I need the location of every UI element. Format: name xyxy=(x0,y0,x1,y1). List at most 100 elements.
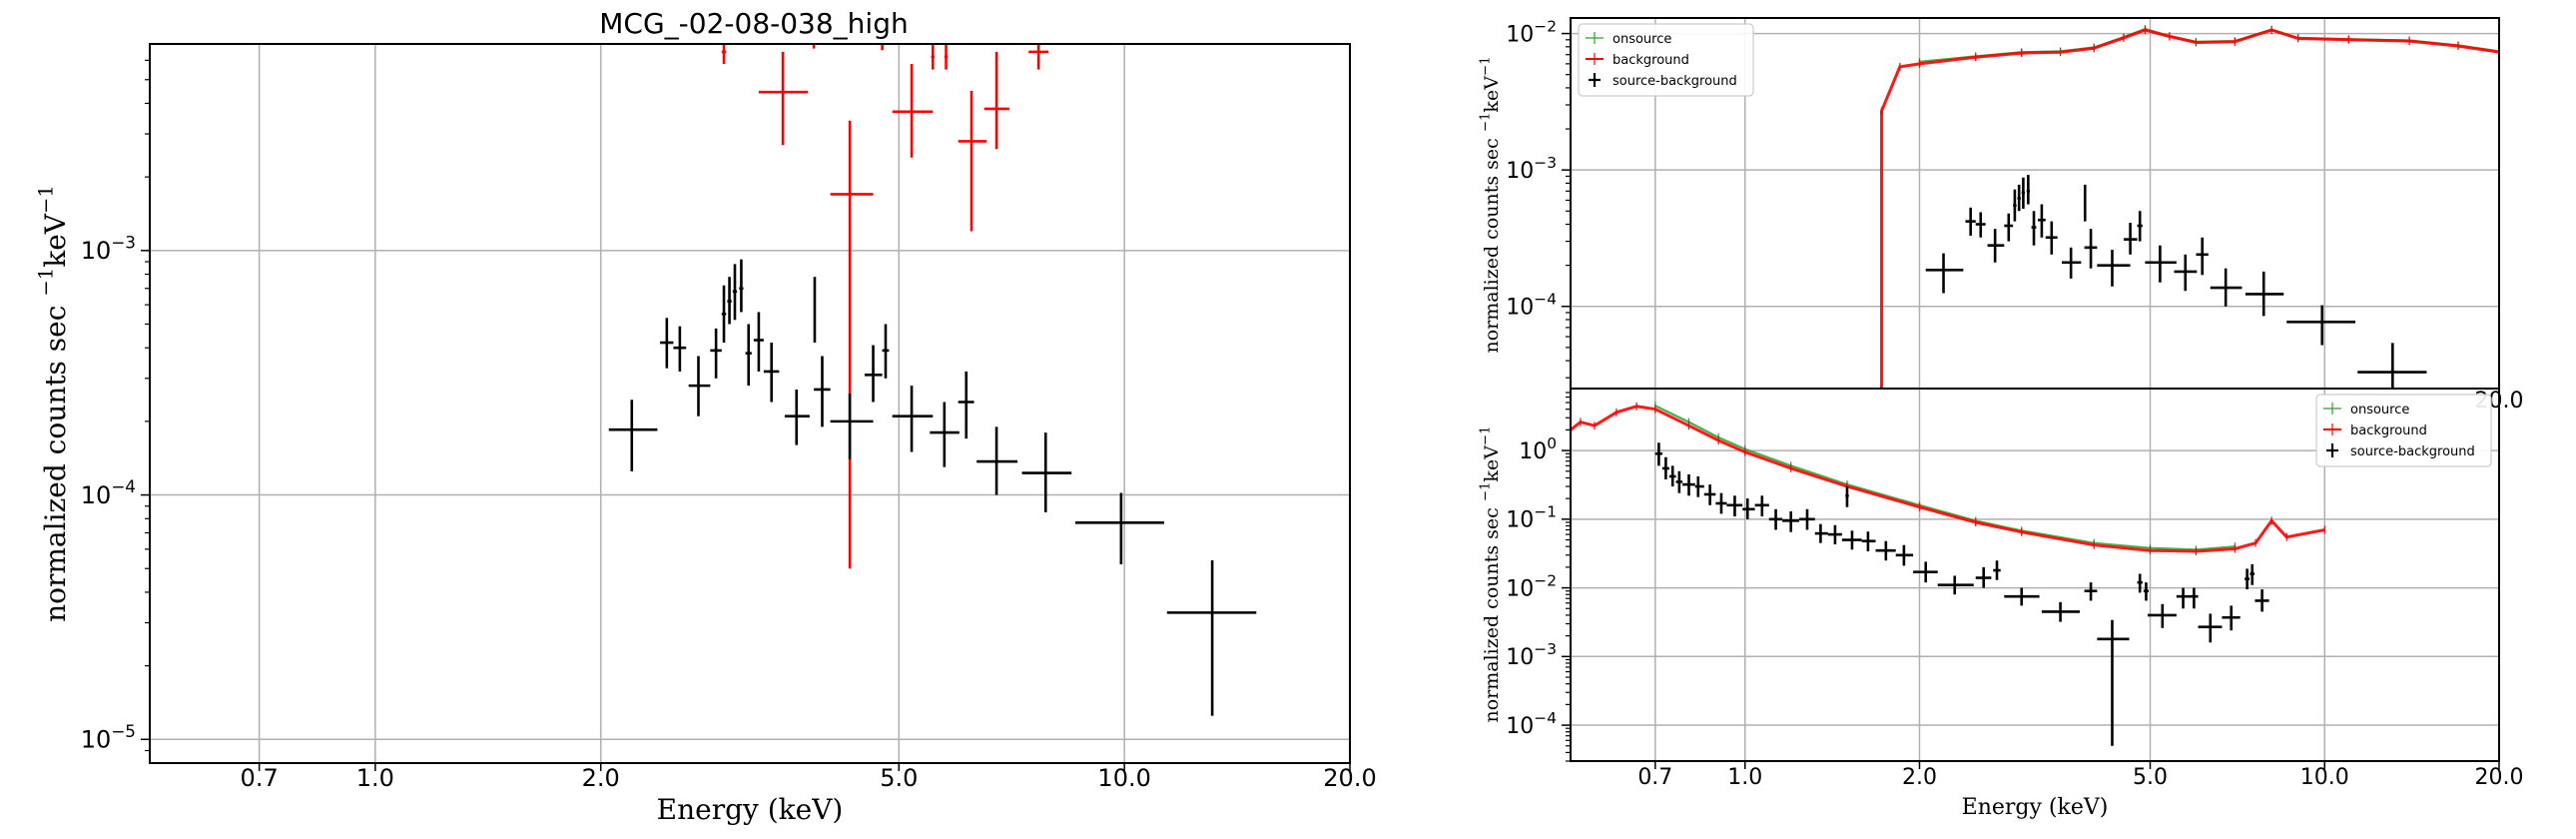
y-tick-label: 10−4 xyxy=(81,476,136,509)
data-point xyxy=(2147,603,2177,628)
data-point xyxy=(2250,564,2255,585)
data-point xyxy=(2097,250,2131,287)
series-source-background xyxy=(1925,175,2427,389)
legend-item: source-background xyxy=(2326,443,2475,459)
series-onsource xyxy=(1654,402,2236,554)
data-point xyxy=(1925,253,1964,294)
data-point xyxy=(1827,524,1842,545)
data-point xyxy=(1895,544,1914,566)
legend-item: onsource xyxy=(1586,32,1671,47)
legend-item: source-background xyxy=(1589,73,1737,89)
data-point xyxy=(1987,229,2005,263)
data-point xyxy=(2137,211,2143,242)
ticks: 100 10−1 10−2 10−3 10−4 0.7 1.0 2.0 5.0 10.0 20.0 xyxy=(1506,392,2523,790)
data-point xyxy=(1726,495,1743,516)
x-tick-label: 1.0 xyxy=(356,764,394,792)
data-point xyxy=(1675,470,1683,493)
x-tick-label: 10.0 xyxy=(2300,765,2349,790)
data-point xyxy=(732,264,738,321)
data-point xyxy=(710,328,722,379)
data-point xyxy=(2083,184,2087,222)
data-point xyxy=(2017,184,2021,212)
data-point xyxy=(727,277,732,325)
data-point xyxy=(930,402,960,467)
data-point xyxy=(2222,605,2241,631)
series-onsource xyxy=(1918,24,2499,66)
x-tick-label: 5.0 xyxy=(2133,765,2168,790)
plot-area xyxy=(1880,24,2499,389)
data-point xyxy=(1166,560,1257,716)
y-axis-label: normalized counts sec −1keV−1 xyxy=(1478,56,1503,353)
x-tick-label: 2.0 xyxy=(582,764,620,792)
data-point xyxy=(2004,587,2040,606)
x-axis-label: Energy (keV) xyxy=(1962,795,2109,820)
y-axis-label: normalized counts sec −1keV−1 xyxy=(1478,425,1503,722)
data-point xyxy=(763,343,780,403)
data-point xyxy=(892,63,934,158)
data-point xyxy=(608,400,658,471)
data-point xyxy=(830,120,874,569)
data-point xyxy=(2198,613,2223,643)
data-point xyxy=(2123,223,2138,255)
legend-label: background xyxy=(2350,423,2427,438)
data-point xyxy=(1913,561,1938,583)
data-point xyxy=(1782,510,1799,532)
data-point xyxy=(1694,475,1704,497)
data-point xyxy=(1668,465,1676,487)
data-point xyxy=(2176,587,2191,609)
data-point xyxy=(1965,207,1976,236)
data-point xyxy=(1021,432,1072,512)
series-background xyxy=(1571,402,2325,556)
data-point xyxy=(2245,568,2251,590)
y-axis-label: normalized counts sec −1keV−1 xyxy=(34,185,72,622)
data-point xyxy=(1798,508,1815,530)
x-tick-label: 2.0 xyxy=(1902,765,1937,790)
series-series-0 xyxy=(721,44,1049,569)
data-point xyxy=(1661,456,1669,479)
data-point xyxy=(1028,44,1049,70)
data-point xyxy=(1768,508,1783,530)
series-line xyxy=(1571,405,2325,553)
data-point xyxy=(1654,442,1662,466)
legend-label: source-background xyxy=(1612,74,1737,89)
data-point xyxy=(881,44,884,51)
data-point xyxy=(958,90,987,232)
data-point xyxy=(814,356,831,427)
data-point xyxy=(2254,589,2269,612)
data-point xyxy=(1993,560,2001,580)
data-point xyxy=(1845,486,1849,507)
chart-right-bottom-panel: 100 10−1 10−2 10−3 10−4 0.7 1.0 2.0 5.0 10.0 20.0 n… xyxy=(1478,388,2523,820)
legend-item: onsource xyxy=(2323,403,2409,418)
series-line xyxy=(1654,405,2236,551)
legend-label: source-background xyxy=(2350,444,2475,459)
y-tick-label: 10−2 xyxy=(1506,17,1557,47)
data-point xyxy=(864,345,883,403)
legend-label: background xyxy=(1612,53,1689,68)
data-point xyxy=(1875,540,1896,561)
data-point xyxy=(2137,573,2143,593)
legend-label: onsource xyxy=(1612,32,1671,47)
x-tick-label: 10.0 xyxy=(1097,764,1150,792)
data-point xyxy=(660,318,674,369)
data-point xyxy=(2210,268,2243,307)
series-source-background xyxy=(1654,442,2269,746)
data-point xyxy=(739,259,744,313)
ticks: 10−3 10−4 10−5 0.7 1.0 2.0 5.0 10.0 20.0 xyxy=(81,59,1377,792)
legend: onsource background source-background xyxy=(1578,23,1754,97)
grid xyxy=(150,44,1350,763)
data-point xyxy=(1742,498,1755,519)
y-tick-label: 10−5 xyxy=(81,721,136,754)
legend-label: onsource xyxy=(2350,403,2409,418)
y-tick-label: 10−4 xyxy=(1506,291,1557,321)
chart-left-panel: MCG_-02-08-038_high 10−3 10−4 10−5 0.7 1.0 2.… xyxy=(34,7,1376,826)
data-point xyxy=(2196,237,2209,276)
legend: onsource background source-background xyxy=(2315,394,2492,467)
plot-area xyxy=(1571,402,2325,746)
x-tick-label: 1.0 xyxy=(1727,765,1762,790)
data-point xyxy=(944,44,949,70)
data-point xyxy=(2084,229,2098,269)
series-background xyxy=(1880,26,2499,389)
data-point xyxy=(2062,247,2082,279)
data-point xyxy=(721,285,727,344)
